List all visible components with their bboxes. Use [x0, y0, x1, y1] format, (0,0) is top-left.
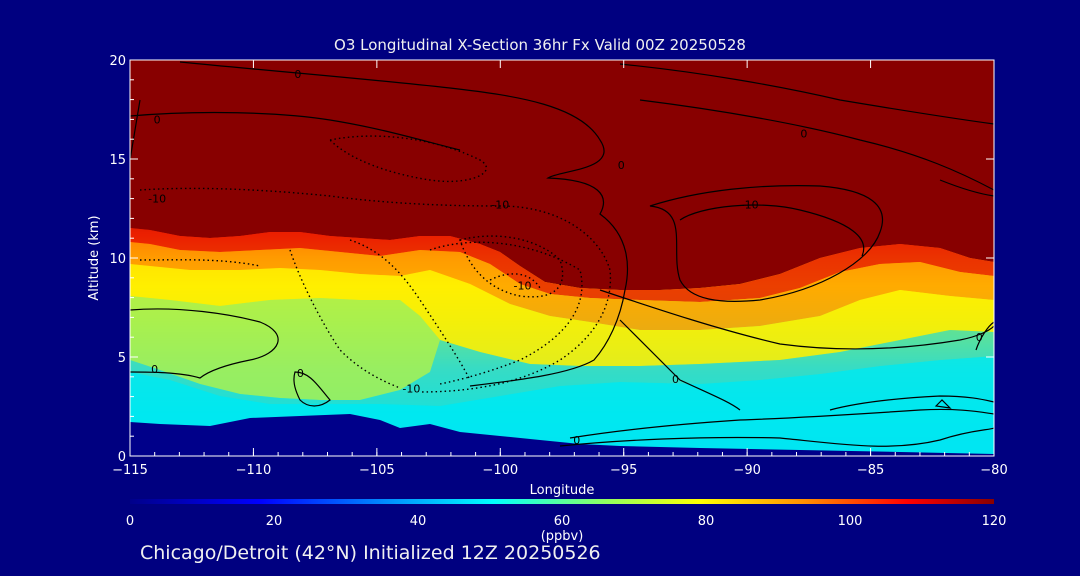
- contour-labels: 0 0 -10 -10 0 0 -10 -10 0 0 -10 0 0 0: [148, 68, 983, 447]
- teal-region: [130, 330, 994, 406]
- contour-label: -10: [148, 193, 166, 206]
- x-tick-label: −90: [733, 463, 760, 478]
- contour-label: 0: [297, 367, 304, 380]
- high-ozone-region: [130, 60, 994, 290]
- terrain: [130, 414, 994, 456]
- x-tick-label: −105: [359, 463, 395, 478]
- red-band: [130, 228, 994, 302]
- chart-title: O3 Longitudinal X-Section 36hr Fx Valid …: [0, 36, 1080, 54]
- colorbar: [130, 499, 994, 504]
- y-tick-label: 10: [109, 252, 126, 267]
- y-tick-label: 0: [118, 450, 126, 465]
- footer-caption: Chicago/Detroit (42°N) Initialized 12Z 2…: [140, 542, 601, 564]
- contour-label: 0: [800, 127, 807, 140]
- contour-label: 0: [573, 434, 580, 447]
- dotted-contours: [139, 135, 612, 393]
- x-tick-label: −115: [112, 463, 148, 478]
- x-tick-label: −95: [610, 463, 637, 478]
- contour-label: 0: [294, 68, 301, 81]
- y-axis: 0 5 10 15 20: [109, 54, 994, 465]
- contour-label: -10: [741, 199, 759, 212]
- x-tick-label: −110: [236, 463, 272, 478]
- contour-label: 0: [672, 373, 679, 386]
- y-tick-label: 15: [109, 153, 126, 168]
- contour-label: 0: [976, 331, 983, 344]
- solid-contours: [130, 61, 994, 447]
- colorbar-tick-label: 40: [410, 514, 427, 529]
- x-tick-label: −85: [857, 463, 884, 478]
- colorbar-ticks: 0 20 40 60 80 100 120: [126, 514, 1007, 529]
- contour-label: 0: [151, 363, 158, 376]
- contour-label: -10: [491, 199, 509, 212]
- x-tick-label: −80: [980, 463, 1007, 478]
- green-region: [130, 296, 440, 400]
- chart-title-text: O3 Longitudinal X-Section 36hr Fx Valid …: [334, 36, 746, 54]
- colorbar-unit-label: (ppbv): [541, 529, 584, 544]
- y-tick-label: 5: [118, 351, 126, 366]
- colorbar-tick-label: 120: [982, 514, 1007, 529]
- colorbar-tick-label: 80: [698, 514, 715, 529]
- colorbar-tick-label: 60: [554, 514, 571, 529]
- orange-band: [130, 242, 994, 330]
- contour-label: 0: [618, 159, 625, 172]
- contour-label: 0: [154, 113, 161, 126]
- plot-area: 0 0 -10 -10 0 0 -10 -10 0 0 -10 0 0 0: [130, 60, 994, 456]
- colorbar-tick-label: 100: [838, 514, 863, 529]
- colorbar-tick-label: 20: [266, 514, 283, 529]
- yellow-band: [130, 264, 994, 366]
- y-axis-label: Altitude (km): [87, 215, 102, 300]
- contour-label: -10: [514, 280, 532, 293]
- x-axis-label: Longitude: [530, 483, 595, 498]
- colorbar-tick-label: 0: [126, 514, 134, 529]
- x-axis: −115 −110 −105 −100 −95 −90 −85 −80: [112, 60, 1008, 478]
- y-tick-label: 20: [109, 54, 126, 69]
- contour-label: -10: [402, 383, 420, 396]
- x-tick-label: −100: [482, 463, 518, 478]
